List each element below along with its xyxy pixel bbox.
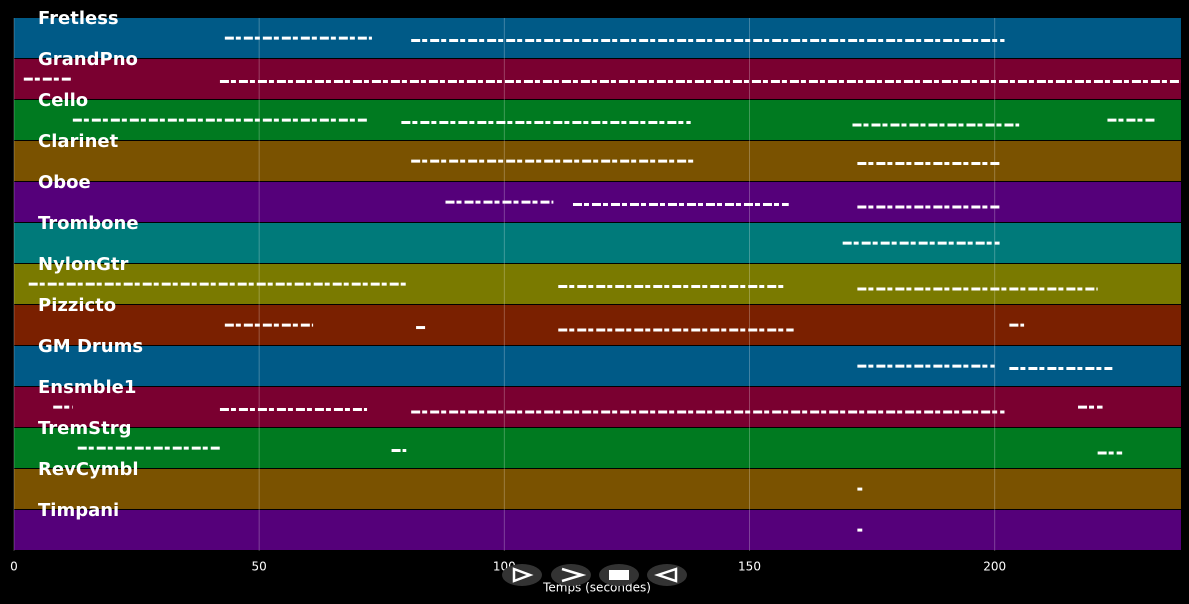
forward-button[interactable] [551,564,591,586]
track-band [14,59,1181,99]
track-label: Timpani [38,500,119,521]
track-label: GM Drums [38,336,143,357]
track-label: Ensmble1 [38,377,136,398]
x-tick-label: 200 [983,560,1006,574]
track-band [14,428,1181,468]
x-tick-label: 0 [10,560,18,574]
track-band [14,346,1181,386]
track-band [14,223,1181,263]
track-label: Cello [38,90,88,111]
x-tick-label: 150 [738,560,761,574]
track-band [14,469,1181,509]
track-label: Fretless [38,8,119,29]
track-label: Trombone [38,213,139,234]
track-band [14,305,1181,345]
track-band [14,387,1181,427]
x-tick-label: 50 [252,560,267,574]
tracks: 0 50 100 150 200FretlessGrandPnoCelloClarine… [10,8,1181,574]
track-band [14,18,1181,58]
track-label: Clarinet [38,131,119,152]
track-label: NylonGtr [38,254,129,275]
stop-button[interactable] [599,564,639,586]
track-label: TremStrg [38,418,131,439]
play-button[interactable] [502,564,542,586]
transport-controls [502,564,687,586]
track-label: GrandPno [38,49,138,70]
back-button[interactable] [647,564,687,586]
track-band [14,510,1181,550]
track-label: RevCymbl [38,459,139,480]
track-label: Pizzicto [38,295,116,316]
track-label: Oboe [38,172,91,193]
track-band [14,182,1181,222]
